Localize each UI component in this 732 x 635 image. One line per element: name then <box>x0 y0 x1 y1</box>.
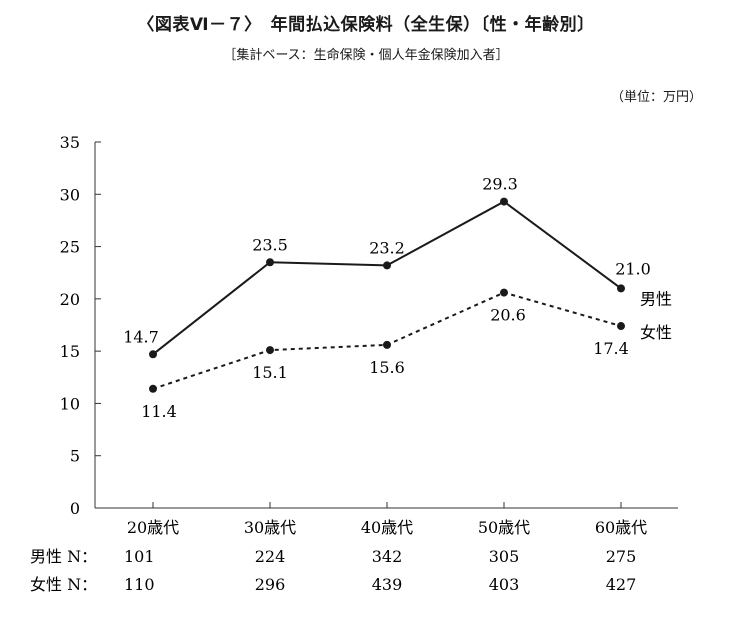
sample-size-value: 275 <box>606 547 637 566</box>
x-tick-label: 50歳代 <box>478 518 530 537</box>
y-tick-label: 5 <box>70 447 80 466</box>
data-point <box>500 197 508 206</box>
data-point <box>617 322 625 331</box>
y-tick-label: 15 <box>60 342 80 361</box>
data-label: 15.1 <box>252 363 288 382</box>
sample-size-value: 110 <box>124 575 155 594</box>
data-point <box>500 288 508 297</box>
series-line-male <box>152 200 622 356</box>
x-tick-label: 60歳代 <box>595 518 647 537</box>
sample-size-value: 101 <box>124 547 155 566</box>
x-tick-label: 20歳代 <box>127 518 179 537</box>
data-label: 14.7 <box>123 327 159 346</box>
y-tick-label: 25 <box>60 238 80 257</box>
data-label: 23.2 <box>369 238 405 257</box>
data-label: 15.6 <box>369 358 405 377</box>
data-label: 20.6 <box>490 306 526 325</box>
data-point <box>149 350 157 359</box>
x-tick-label: 40歳代 <box>361 518 413 537</box>
chart-title: 〈図表Ⅵ－７〉 年間払込保険料（全生保）〔性・年齢別〕 <box>137 15 595 35</box>
unit-label: （単位：万円） <box>610 90 702 105</box>
y-tick-label: 10 <box>60 394 80 413</box>
sample-row-label: 男性 N： <box>30 547 97 566</box>
sample-size-value: 403 <box>489 575 520 594</box>
sample-size-value: 439 <box>372 575 403 594</box>
data-point <box>149 384 157 393</box>
sample-size-value: 296 <box>255 575 286 594</box>
data-label: 17.4 <box>593 339 629 358</box>
chart-subtitle: ［集計ベース：生命保険・個人年金保険加入者］ <box>223 48 509 63</box>
data-label: 29.3 <box>482 175 518 194</box>
sample-size-value: 427 <box>606 575 637 594</box>
data-label: 11.4 <box>141 402 177 421</box>
x-tick-label: 30歳代 <box>244 518 296 537</box>
data-point <box>266 346 274 355</box>
sample-size-value: 224 <box>255 547 286 566</box>
series-label-male: 男性 <box>640 289 672 308</box>
y-tick-label: 35 <box>60 133 80 152</box>
data-point <box>266 258 274 267</box>
data-point <box>617 284 625 293</box>
y-tick-label: 20 <box>60 290 80 309</box>
sample-row-label: 女性 N： <box>30 575 97 594</box>
y-tick-label: 0 <box>70 499 80 518</box>
data-label: 21.0 <box>615 259 651 278</box>
data-point <box>383 261 391 270</box>
y-tick-label: 30 <box>60 185 80 204</box>
data-point <box>383 340 391 349</box>
sample-size-value: 305 <box>489 547 520 566</box>
sample-size-value: 342 <box>372 547 403 566</box>
data-label: 23.5 <box>252 235 288 254</box>
series-label-female: 女性 <box>640 323 672 342</box>
